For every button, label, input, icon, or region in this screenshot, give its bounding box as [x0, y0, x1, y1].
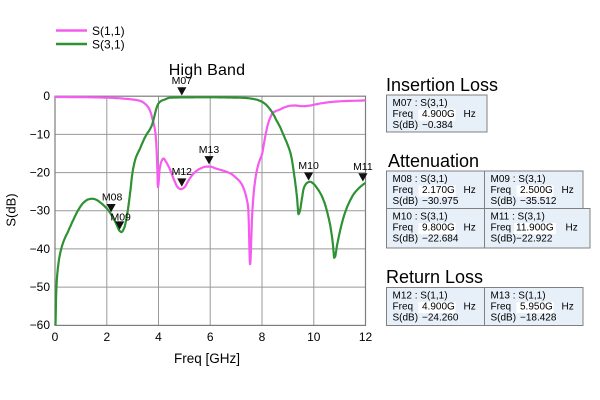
svg-text:M07 : S(3,1): M07 : S(3,1) — [393, 98, 448, 109]
svg-text:S(dB): S(dB) — [4, 193, 19, 226]
svg-text:S(dB): S(dB) — [491, 313, 517, 324]
svg-text:4.900G: 4.900G — [422, 109, 455, 120]
svg-text:Hz: Hz — [464, 302, 476, 313]
svg-text:Hz: Hz — [464, 185, 476, 196]
svg-text:Hz: Hz — [464, 109, 476, 120]
svg-text:M07: M07 — [172, 75, 193, 87]
svg-text:Freq: Freq — [491, 302, 512, 313]
svg-text:S(1,1): S(1,1) — [92, 24, 125, 38]
svg-text:−24.260: −24.260 — [422, 313, 459, 324]
svg-text:8: 8 — [259, 330, 266, 344]
svg-text:−40: −40 — [30, 242, 51, 256]
svg-text:−20: −20 — [30, 166, 51, 180]
svg-text:Freq: Freq — [393, 185, 414, 196]
svg-text:2.500G: 2.500G — [520, 185, 553, 196]
svg-text:M08 : S(3,1): M08 : S(3,1) — [393, 174, 448, 185]
svg-text:M13 : S(1,1): M13 : S(1,1) — [491, 291, 546, 302]
svg-text:Freq [GHz]: Freq [GHz] — [174, 351, 240, 366]
svg-text:S(dB): S(dB) — [491, 234, 517, 245]
svg-text:M09: M09 — [110, 212, 131, 224]
svg-text:S(dB): S(dB) — [393, 196, 419, 207]
svg-text:S(dB): S(dB) — [491, 196, 517, 207]
svg-text:0: 0 — [43, 89, 50, 103]
svg-text:9.800G: 9.800G — [422, 223, 455, 234]
svg-text:Hz: Hz — [562, 302, 574, 313]
svg-text:M10 : S(3,1): M10 : S(3,1) — [393, 212, 448, 223]
svg-text:−22.922: −22.922 — [516, 234, 553, 245]
svg-text:S(dB): S(dB) — [393, 313, 419, 324]
svg-text:M12 : S(1,1): M12 : S(1,1) — [393, 291, 448, 302]
svg-text:S(3,1): S(3,1) — [92, 38, 125, 52]
svg-text:Freq: Freq — [491, 223, 512, 234]
svg-text:−35.512: −35.512 — [520, 196, 557, 207]
svg-text:Return Loss: Return Loss — [386, 267, 483, 287]
svg-text:Insertion Loss: Insertion Loss — [386, 75, 498, 95]
svg-text:Freq: Freq — [393, 223, 414, 234]
svg-text:4.900G: 4.900G — [422, 302, 455, 313]
svg-text:Hz: Hz — [464, 223, 476, 234]
svg-text:Attenuation: Attenuation — [388, 151, 479, 171]
svg-text:Freq: Freq — [491, 185, 512, 196]
svg-text:M11 : S(3,1): M11 : S(3,1) — [491, 212, 545, 223]
svg-text:−50: −50 — [30, 280, 51, 294]
svg-text:11.900G: 11.900G — [516, 223, 554, 234]
svg-text:10: 10 — [307, 330, 321, 344]
svg-text:4: 4 — [155, 330, 162, 344]
svg-text:2.170G: 2.170G — [422, 185, 455, 196]
svg-text:−10: −10 — [30, 127, 51, 141]
svg-text:−18.428: −18.428 — [520, 313, 557, 324]
svg-text:0: 0 — [52, 330, 59, 344]
svg-text:Hz: Hz — [566, 223, 578, 234]
svg-text:M09 : S(3,1): M09 : S(3,1) — [491, 174, 546, 185]
svg-text:Hz: Hz — [562, 185, 574, 196]
svg-text:High Band: High Band — [169, 62, 246, 79]
svg-text:M12: M12 — [172, 166, 193, 178]
svg-text:S(dB): S(dB) — [393, 234, 419, 245]
svg-text:Freq: Freq — [393, 109, 414, 120]
svg-text:−60: −60 — [30, 318, 51, 332]
svg-text:−0.384: −0.384 — [422, 120, 453, 131]
svg-text:5.950G: 5.950G — [520, 302, 553, 313]
svg-text:M08: M08 — [102, 192, 123, 204]
svg-text:M11: M11 — [353, 161, 373, 173]
svg-text:S(dB): S(dB) — [393, 120, 419, 131]
svg-text:−30.975: −30.975 — [422, 196, 459, 207]
svg-text:2: 2 — [103, 330, 110, 344]
svg-text:M10: M10 — [298, 160, 319, 172]
svg-text:M13: M13 — [199, 144, 220, 156]
svg-text:12: 12 — [359, 330, 373, 344]
svg-text:Freq: Freq — [393, 302, 414, 313]
svg-text:−30: −30 — [30, 204, 51, 218]
svg-text:−22.684: −22.684 — [422, 234, 459, 245]
svg-text:6: 6 — [207, 330, 214, 344]
